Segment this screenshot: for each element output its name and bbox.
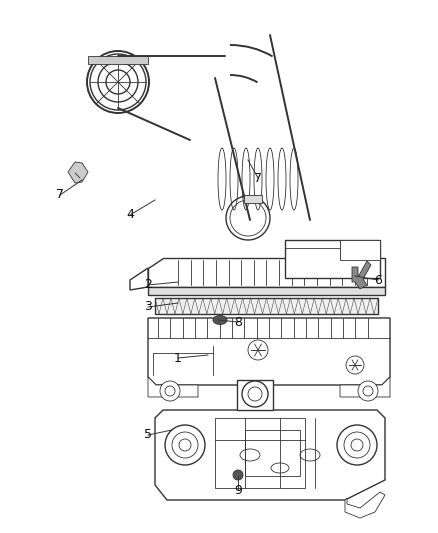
Polygon shape bbox=[345, 492, 385, 518]
Text: 7: 7 bbox=[254, 172, 262, 184]
Circle shape bbox=[160, 381, 180, 401]
Circle shape bbox=[242, 381, 268, 407]
Text: 3: 3 bbox=[144, 301, 152, 313]
Circle shape bbox=[358, 381, 378, 401]
Circle shape bbox=[233, 470, 243, 480]
Polygon shape bbox=[130, 268, 148, 290]
Circle shape bbox=[165, 386, 175, 396]
Polygon shape bbox=[340, 377, 390, 397]
Text: 6: 6 bbox=[374, 273, 382, 287]
Bar bbox=[244, 195, 262, 203]
Text: 1: 1 bbox=[174, 351, 182, 365]
Text: 5: 5 bbox=[144, 429, 152, 441]
Circle shape bbox=[363, 386, 373, 396]
Circle shape bbox=[90, 54, 146, 110]
Bar bbox=[155, 298, 378, 314]
Circle shape bbox=[248, 340, 268, 360]
Polygon shape bbox=[155, 410, 385, 500]
Circle shape bbox=[248, 387, 262, 401]
Text: 4: 4 bbox=[126, 208, 134, 222]
Circle shape bbox=[344, 432, 370, 458]
Circle shape bbox=[172, 432, 198, 458]
Polygon shape bbox=[148, 377, 198, 397]
Circle shape bbox=[98, 62, 138, 102]
Circle shape bbox=[106, 70, 130, 94]
Bar bbox=[285, 240, 380, 278]
Polygon shape bbox=[68, 162, 88, 183]
Bar bbox=[245, 430, 300, 476]
Text: 7: 7 bbox=[56, 189, 64, 201]
Polygon shape bbox=[237, 380, 273, 410]
Polygon shape bbox=[352, 261, 371, 289]
Text: 2: 2 bbox=[144, 279, 152, 292]
Text: 8: 8 bbox=[234, 316, 242, 328]
Circle shape bbox=[337, 425, 377, 465]
Bar bbox=[88, 56, 148, 64]
Bar bbox=[215, 418, 305, 488]
Bar bbox=[340, 240, 380, 260]
Ellipse shape bbox=[213, 316, 227, 325]
Circle shape bbox=[351, 439, 363, 451]
Polygon shape bbox=[148, 287, 385, 295]
Text: 9: 9 bbox=[234, 483, 242, 497]
Polygon shape bbox=[148, 258, 385, 287]
Circle shape bbox=[346, 356, 364, 374]
Polygon shape bbox=[148, 318, 390, 385]
Circle shape bbox=[165, 425, 205, 465]
Circle shape bbox=[179, 439, 191, 451]
